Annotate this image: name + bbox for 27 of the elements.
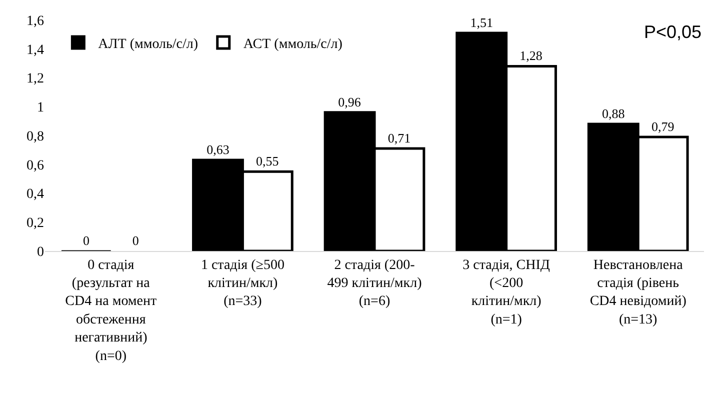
y-tick-label: 0,8 — [26, 129, 44, 144]
x-tick-label: 2 стадія (200- 499 клітин/мкл) (n=6) — [327, 258, 422, 310]
y-tick-label: 0,2 — [26, 216, 44, 232]
data-label: 0,96 — [338, 94, 362, 110]
y-tick-label: 1,4 — [26, 42, 44, 58]
x-tick-label: Невстановлена стадія (рівень CD4 невідомий) (n=13) — [590, 258, 687, 328]
data-label: 0,71 — [388, 130, 411, 146]
y-tick-label: 1,2 — [26, 72, 44, 87]
y-tick-label: 1 — [37, 100, 44, 116]
y-tick-label: 0,6 — [26, 158, 44, 174]
legend-label: АСТ (ммоль/с/л) — [243, 36, 343, 52]
x-tick-label: 3 стадія, СНІД (<200 клітин/мкл) (n=1) — [462, 258, 550, 328]
x-tick-label: 1 стадія (≥500 клітин/мкл) (n=33) — [200, 258, 284, 310]
data-label: 0,88 — [602, 106, 625, 121]
legend-label: АЛТ (ммоль/с/л) — [98, 36, 198, 52]
data-label: 0 — [82, 233, 90, 248]
data-label: 1,51 — [470, 14, 493, 30]
data-label: 0 — [132, 233, 139, 248]
annotation: P<0,05 — [644, 22, 702, 42]
data-label: 0,63 — [206, 142, 230, 158]
data-label: 0,55 — [256, 154, 279, 169]
x-tick-label: 0 стадія (результат на CD4 на момент обстеження негативний) (n=0) — [65, 258, 157, 364]
y-tick-label: 0 — [37, 244, 44, 260]
data-label: 0,79 — [651, 118, 674, 134]
y-tick-label: 0,4 — [26, 187, 44, 202]
data-label: 1,28 — [520, 48, 542, 64]
y-tick-label: 1,6 — [26, 14, 44, 29]
